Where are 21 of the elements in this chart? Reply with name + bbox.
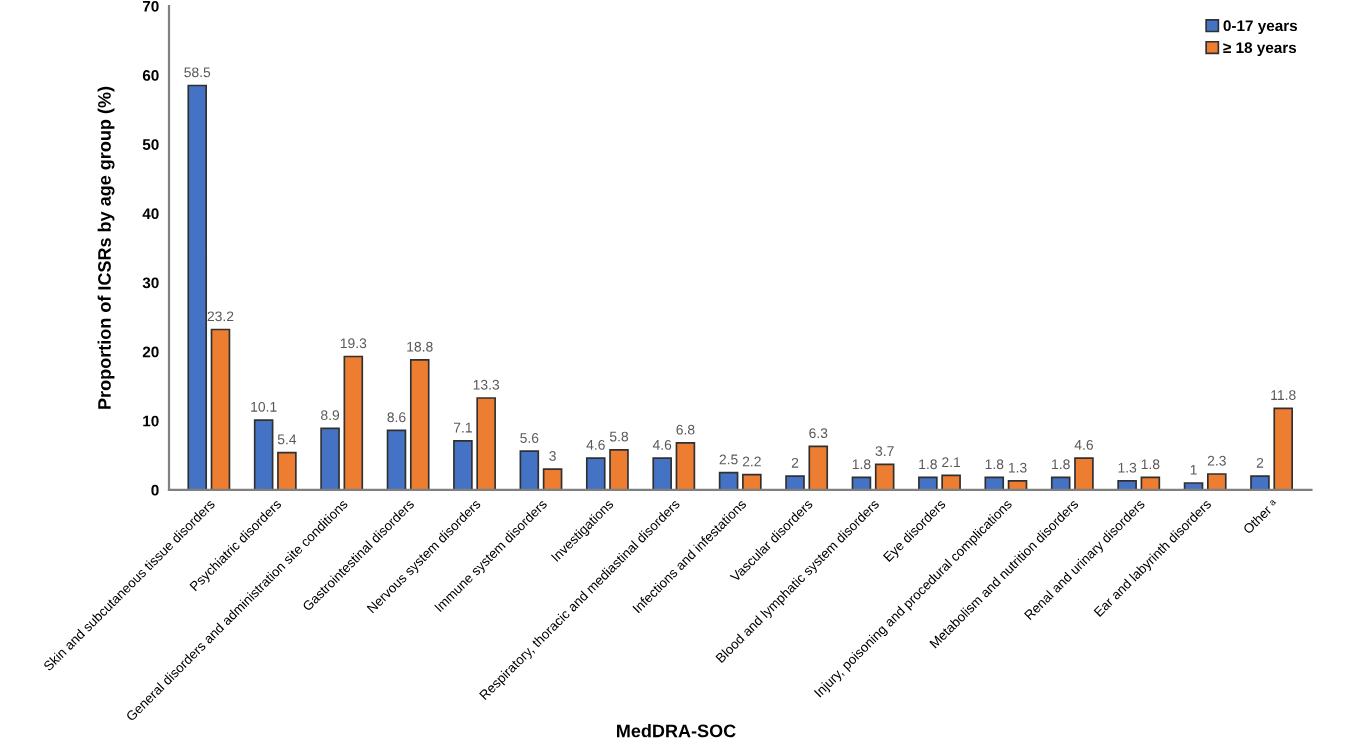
bar [409,359,430,490]
bar [675,442,696,490]
bar [1007,480,1028,490]
y-axis-title: Proportion of ICSRs by age group (%) [97,86,115,409]
bar [652,457,672,490]
bar [343,355,364,490]
bar [320,427,340,490]
bar [984,476,1005,490]
bar [874,463,895,490]
bar [210,328,231,490]
bar [253,419,274,490]
bar [742,473,762,490]
bar [386,429,407,490]
bar [519,450,540,490]
x-axis-title: MedDRA-SOC [617,724,736,738]
bar [1117,480,1137,490]
bar [542,468,563,490]
bar [187,84,208,490]
bar [277,451,297,490]
bar [1206,473,1227,490]
bar [718,471,739,490]
